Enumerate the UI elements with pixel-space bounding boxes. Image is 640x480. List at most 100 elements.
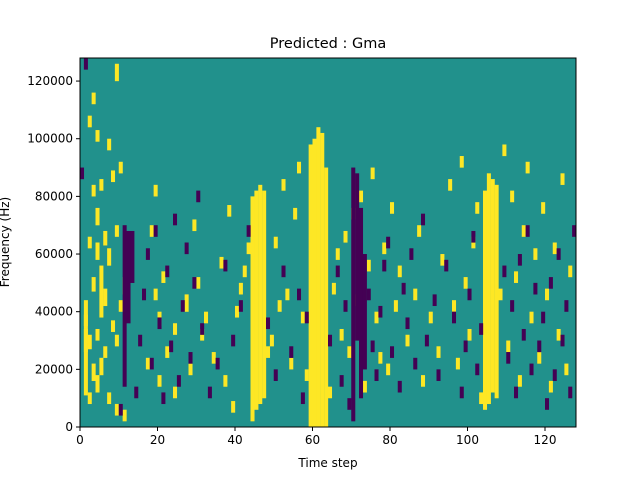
heatmap-cell-high <box>413 288 418 301</box>
y-axis-label: Frequency (Hz) <box>0 197 12 288</box>
heatmap-cell-low <box>397 380 402 393</box>
heatmap-cell-high <box>111 320 116 332</box>
x-tick-label: 80 <box>382 433 397 447</box>
heatmap-cell-high <box>537 352 542 364</box>
heatmap-cell-high <box>118 300 123 312</box>
heatmap-cell-high <box>552 242 557 255</box>
heatmap-cell-high <box>417 225 422 237</box>
heatmap-cell-high <box>514 271 519 283</box>
heatmap-cell-high <box>87 236 92 249</box>
heatmap-cell-high <box>483 190 488 410</box>
heatmap-cell-high <box>455 357 460 370</box>
heatmap-cell-low <box>184 242 189 255</box>
heatmap-cell-high <box>223 375 228 387</box>
heatmap-cell-low <box>238 300 243 312</box>
heatmap-cell-high <box>114 225 119 237</box>
heatmap-cell-high <box>95 375 100 393</box>
heatmap-cell-high <box>107 248 112 266</box>
heatmap-cell-high <box>114 334 119 347</box>
heatmap-cell-high <box>103 346 108 358</box>
heatmap-cell-high <box>459 156 464 168</box>
heatmap-cell-high <box>475 202 480 214</box>
heatmap-cell-high <box>428 311 433 324</box>
heatmap-cell-low <box>548 277 553 289</box>
heatmap-cell-high <box>486 173 491 405</box>
heatmap-cell-high <box>393 300 398 312</box>
heatmap-cell-high <box>452 300 457 312</box>
heatmap-cell-high <box>548 380 553 393</box>
heatmap-cell-low <box>161 392 166 405</box>
y-axis-ticks: 0 20000 40000 60000 80000 100000 120000 <box>27 74 80 434</box>
heatmap-cell-high <box>335 248 340 260</box>
heatmap-cell-low <box>370 340 375 353</box>
heatmap-cell-low <box>297 288 302 301</box>
heatmap-cell-low <box>510 300 515 312</box>
heatmap-cell-low <box>506 352 511 364</box>
heatmap-cell-high <box>498 288 503 301</box>
heatmap-cell-high <box>153 288 158 301</box>
heatmap-cell-high <box>517 375 522 387</box>
heatmap-cell-low <box>207 386 212 399</box>
heatmap-cell-high <box>83 314 88 327</box>
heatmap-cell-low <box>463 340 468 353</box>
heatmap-cell-high <box>173 323 178 335</box>
heatmap-cell-high <box>339 328 344 341</box>
heatmap-cell-low <box>564 300 569 312</box>
heatmap-cell-low <box>459 386 464 399</box>
heatmap-cell-high <box>467 328 472 341</box>
heatmap-cell-high <box>118 161 123 174</box>
heatmap-cell-low <box>180 300 185 312</box>
heatmap-cell-low <box>517 254 522 266</box>
heatmap-cell-high <box>533 248 538 260</box>
heatmap-cell-high <box>281 179 286 191</box>
heatmap-cell-low <box>351 167 356 422</box>
heatmap-cell-high <box>87 115 92 128</box>
heatmap-cell-high <box>266 346 271 358</box>
heatmap-cell-low <box>281 265 286 278</box>
heatmap-cell-high <box>374 311 379 324</box>
heatmap-cell-high <box>254 190 259 410</box>
heatmap-cell-high <box>258 184 263 405</box>
heatmap-cell-high <box>204 311 209 324</box>
heatmap-cell-low <box>401 282 406 295</box>
heatmap-cell-low <box>80 167 85 180</box>
heatmap-cell-high <box>165 346 170 358</box>
heatmap-cell-high <box>95 130 100 142</box>
heatmap-cell-high <box>529 311 534 324</box>
heatmap-cell-low <box>173 213 178 226</box>
heatmap-cell-low <box>529 363 534 376</box>
heatmap-cell-high <box>149 225 154 237</box>
heatmap-cell-high <box>405 334 410 347</box>
heatmap-cell-low <box>246 225 251 237</box>
heatmap-cell-high <box>99 265 104 318</box>
heatmap-cell-high <box>386 363 391 376</box>
heatmap-cell-high <box>122 409 127 422</box>
heatmap-cell-low <box>479 323 484 335</box>
heatmap-cell-low <box>424 334 429 347</box>
heatmap-cell-high <box>300 311 305 324</box>
heatmap-cell-high <box>297 161 302 174</box>
heatmap-cell-high <box>390 202 395 214</box>
heatmap-cell-high <box>227 205 232 217</box>
x-tick-label: 120 <box>534 433 557 447</box>
heatmap-cell-low <box>421 213 426 226</box>
heatmap-cell-low <box>339 375 344 387</box>
heatmap-cell-low <box>335 265 340 278</box>
x-axis-ticks: 0 20 40 60 80 100 120 <box>76 427 556 447</box>
heatmap-cell-low <box>304 311 309 324</box>
heatmap-cell-low <box>475 363 480 376</box>
heatmap-cell-high <box>343 230 348 243</box>
heatmap-cell-low <box>355 173 360 341</box>
heatmap-cell-high <box>211 352 216 364</box>
heatmap-cell-high <box>440 254 445 266</box>
y-tick-label: 60000 <box>35 247 73 261</box>
heatmap-cell-low <box>386 236 391 249</box>
heatmap-cell-low <box>362 254 367 370</box>
heatmap-cell-low <box>83 58 88 70</box>
heatmap-cell-high <box>196 277 201 289</box>
heatmap-cell-high <box>421 375 426 387</box>
y-tick-label: 0 <box>65 420 73 434</box>
heatmap-cell-high <box>91 277 96 292</box>
heatmap-cell-high <box>219 256 224 269</box>
heatmap-cell-high <box>95 207 100 226</box>
